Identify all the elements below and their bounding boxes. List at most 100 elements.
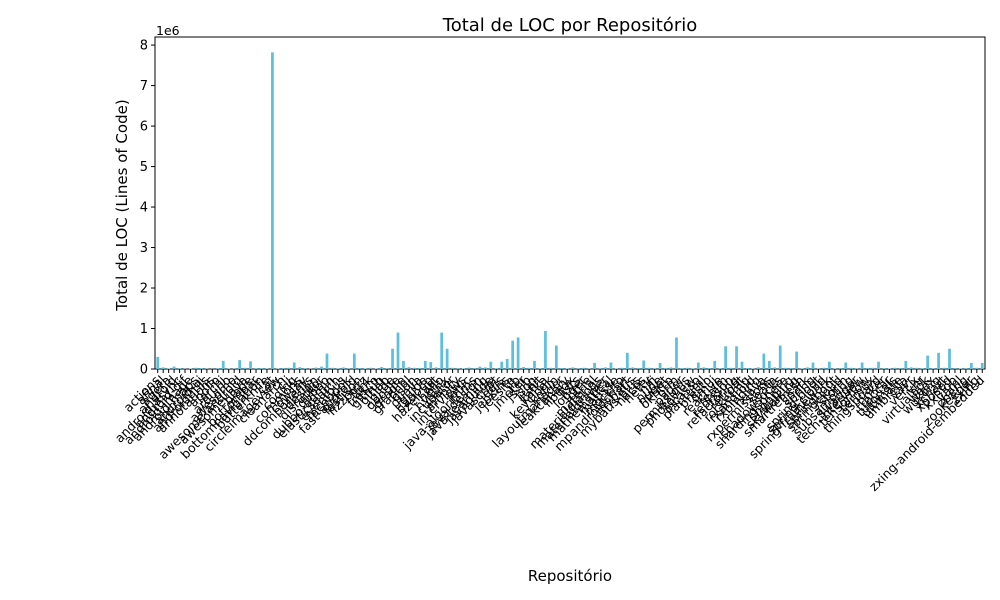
bar (871, 367, 875, 369)
bar (172, 366, 176, 369)
bar (598, 368, 602, 369)
bar (904, 360, 908, 369)
bar (778, 345, 782, 369)
bar (549, 367, 553, 369)
bar (642, 360, 646, 369)
bar (347, 368, 351, 369)
bar (161, 367, 165, 369)
y-tick-label: 8 (140, 39, 148, 54)
bar (178, 368, 181, 369)
bar (462, 368, 465, 369)
bar (593, 362, 596, 369)
bar (194, 367, 198, 369)
bar (238, 360, 241, 369)
bar (609, 362, 613, 369)
bar (418, 367, 422, 369)
bar (325, 353, 329, 369)
bar (391, 348, 394, 369)
bar (200, 367, 203, 369)
plot-area (154, 36, 986, 370)
bar (959, 368, 962, 369)
bar (729, 367, 733, 369)
bar (342, 367, 345, 369)
bar (707, 367, 711, 369)
bar (636, 367, 640, 369)
bar (544, 330, 547, 369)
bar (817, 368, 820, 369)
bar (576, 368, 580, 369)
bar (877, 361, 880, 369)
bar (467, 367, 471, 369)
bar (893, 367, 897, 369)
y-axis-label: Total de LOC (Lines of Code) (113, 99, 131, 311)
bar (505, 358, 509, 369)
bar (615, 368, 618, 369)
bar (571, 367, 575, 369)
bar (402, 360, 405, 369)
y-tick-label: 1 (140, 322, 148, 337)
bar (336, 368, 340, 369)
y-tick-label: 5 (140, 160, 148, 175)
bar (298, 367, 302, 369)
bar (369, 367, 373, 369)
bar (806, 367, 809, 369)
bar (849, 367, 853, 369)
plot-frame (154, 36, 986, 370)
bar (942, 367, 946, 369)
bar (855, 368, 859, 369)
bar (407, 367, 411, 369)
bar (653, 368, 656, 369)
bar (746, 367, 749, 369)
bar (713, 360, 717, 369)
bar (724, 346, 727, 369)
bar (396, 332, 400, 369)
bar (833, 368, 837, 369)
bar (429, 362, 433, 369)
bar (696, 362, 700, 369)
bar (762, 353, 766, 369)
bar (554, 345, 558, 369)
bar (647, 367, 651, 369)
bar (380, 366, 383, 369)
bar (822, 367, 826, 369)
bar (423, 360, 427, 369)
bar (953, 367, 957, 369)
bar (937, 352, 940, 369)
y-tick-label: 3 (140, 241, 148, 256)
bar (478, 366, 482, 369)
bar (331, 367, 334, 369)
bar (358, 367, 362, 369)
bar (445, 348, 449, 369)
bar (866, 367, 869, 369)
bar (664, 367, 667, 369)
bar (249, 361, 252, 369)
bar (385, 368, 389, 369)
bar (969, 362, 973, 369)
bar (882, 368, 886, 369)
bar (686, 367, 689, 369)
bar (281, 367, 285, 369)
bar (511, 340, 515, 369)
bar (964, 368, 968, 369)
bar (773, 367, 777, 369)
bar (784, 367, 788, 369)
bar (888, 368, 891, 369)
bar (669, 367, 673, 369)
y-offset-label: 1e6 (156, 23, 180, 38)
bar (320, 366, 323, 369)
x-axis: actionsafinalageraandroidandroid-asyncan… (112, 369, 987, 494)
bar (500, 361, 504, 369)
bar (314, 367, 318, 369)
bar (494, 368, 498, 369)
bar (522, 366, 525, 369)
bar (811, 362, 815, 369)
bar (287, 367, 291, 369)
bar (516, 337, 520, 369)
bar (533, 360, 536, 369)
y-tick-label: 4 (140, 201, 148, 216)
bar (915, 367, 919, 369)
bar (718, 368, 722, 369)
bar (489, 361, 493, 369)
bar (631, 367, 635, 369)
